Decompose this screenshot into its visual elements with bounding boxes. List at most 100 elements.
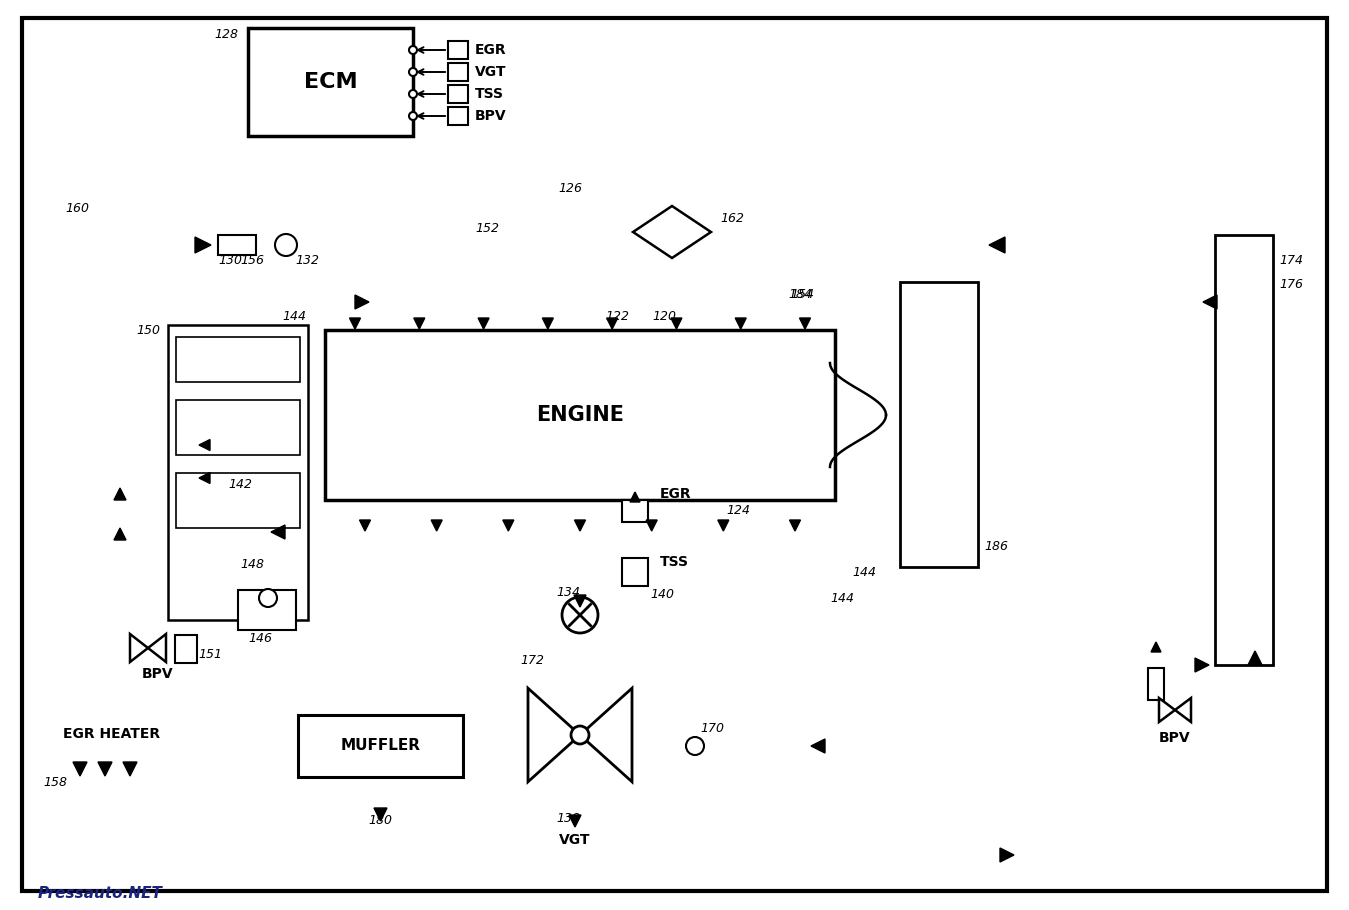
Bar bbox=[622, 558, 648, 586]
Polygon shape bbox=[1203, 295, 1217, 309]
Polygon shape bbox=[989, 237, 1005, 253]
Bar bbox=[430, 198, 894, 266]
Polygon shape bbox=[1248, 651, 1263, 665]
Circle shape bbox=[259, 589, 277, 607]
Bar bbox=[544, 266, 793, 346]
Circle shape bbox=[571, 726, 590, 744]
Text: BPV: BPV bbox=[1159, 731, 1191, 745]
Bar bbox=[1215, 235, 1273, 665]
Text: 154: 154 bbox=[791, 288, 813, 301]
Polygon shape bbox=[115, 488, 125, 500]
Text: 142: 142 bbox=[228, 479, 252, 491]
Text: BPV: BPV bbox=[475, 109, 507, 123]
Bar bbox=[55, 198, 1205, 708]
Polygon shape bbox=[800, 318, 811, 329]
Text: 126: 126 bbox=[558, 181, 581, 195]
Bar bbox=[175, 337, 299, 382]
Polygon shape bbox=[355, 295, 370, 309]
Polygon shape bbox=[115, 528, 125, 540]
Text: 186: 186 bbox=[983, 541, 1008, 553]
Text: TSS: TSS bbox=[660, 555, 689, 569]
Text: 144: 144 bbox=[282, 309, 306, 322]
Bar bbox=[1148, 668, 1164, 700]
Polygon shape bbox=[130, 634, 148, 662]
Text: 162: 162 bbox=[720, 211, 745, 225]
Circle shape bbox=[409, 90, 417, 98]
Polygon shape bbox=[1175, 698, 1191, 722]
Bar bbox=[900, 282, 978, 567]
Polygon shape bbox=[718, 520, 728, 531]
Text: 170: 170 bbox=[700, 722, 724, 734]
Bar bbox=[448, 85, 468, 103]
Polygon shape bbox=[196, 237, 210, 253]
Text: 134: 134 bbox=[556, 585, 580, 599]
Circle shape bbox=[409, 112, 417, 120]
Bar bbox=[237, 590, 295, 630]
Bar bbox=[448, 41, 468, 59]
Polygon shape bbox=[478, 318, 490, 329]
Bar bbox=[298, 715, 463, 777]
Polygon shape bbox=[359, 520, 371, 531]
Text: EGR: EGR bbox=[660, 487, 692, 501]
Text: VGT: VGT bbox=[475, 65, 506, 79]
Polygon shape bbox=[542, 318, 553, 329]
Polygon shape bbox=[811, 739, 826, 753]
Polygon shape bbox=[670, 318, 683, 329]
Polygon shape bbox=[569, 815, 581, 827]
Text: 150: 150 bbox=[136, 323, 161, 337]
Text: 176: 176 bbox=[1279, 278, 1303, 291]
Circle shape bbox=[687, 737, 704, 755]
Polygon shape bbox=[349, 318, 360, 329]
Text: 152: 152 bbox=[475, 221, 499, 235]
Bar bbox=[325, 330, 835, 500]
Text: 158: 158 bbox=[43, 776, 67, 790]
Bar bbox=[448, 63, 468, 81]
Text: 174: 174 bbox=[1279, 254, 1303, 267]
Bar bbox=[219, 235, 256, 255]
Polygon shape bbox=[148, 634, 166, 662]
Polygon shape bbox=[575, 595, 585, 607]
Bar bbox=[55, 200, 1201, 705]
Text: BPV: BPV bbox=[142, 667, 174, 681]
Text: 138: 138 bbox=[556, 812, 580, 824]
Polygon shape bbox=[374, 808, 387, 821]
Text: EGR HEATER: EGR HEATER bbox=[63, 727, 161, 741]
Polygon shape bbox=[414, 318, 425, 329]
Polygon shape bbox=[575, 520, 585, 531]
Bar bbox=[38, 705, 186, 763]
Text: VGT: VGT bbox=[560, 833, 591, 847]
Polygon shape bbox=[503, 520, 514, 531]
Polygon shape bbox=[1151, 642, 1161, 652]
Bar bbox=[622, 500, 648, 522]
Polygon shape bbox=[73, 762, 86, 776]
Text: 122: 122 bbox=[604, 309, 629, 322]
Polygon shape bbox=[789, 520, 800, 531]
Bar bbox=[448, 107, 468, 125]
Polygon shape bbox=[1195, 658, 1209, 672]
Polygon shape bbox=[580, 688, 631, 782]
Text: Pressauto.NET: Pressauto.NET bbox=[38, 885, 163, 901]
Text: 144: 144 bbox=[830, 592, 854, 604]
Polygon shape bbox=[1000, 848, 1014, 862]
Polygon shape bbox=[271, 525, 285, 539]
Text: 151: 151 bbox=[198, 649, 223, 662]
Text: 140: 140 bbox=[650, 589, 674, 602]
Polygon shape bbox=[1159, 698, 1175, 722]
Text: 130: 130 bbox=[219, 254, 241, 267]
Polygon shape bbox=[200, 472, 210, 483]
Text: ECM: ECM bbox=[304, 72, 357, 92]
Polygon shape bbox=[432, 520, 442, 531]
Polygon shape bbox=[735, 318, 746, 329]
Text: 184: 184 bbox=[788, 288, 812, 301]
Bar bbox=[169, 325, 308, 620]
Text: 180: 180 bbox=[368, 814, 393, 826]
Bar bbox=[175, 400, 299, 455]
Bar bbox=[175, 635, 197, 663]
Text: EGR: EGR bbox=[475, 43, 507, 57]
Polygon shape bbox=[98, 762, 112, 776]
Text: 144: 144 bbox=[853, 565, 876, 579]
Text: 120: 120 bbox=[652, 309, 676, 322]
Polygon shape bbox=[527, 688, 580, 782]
Text: MUFFLER: MUFFLER bbox=[340, 739, 421, 753]
Polygon shape bbox=[200, 440, 210, 450]
